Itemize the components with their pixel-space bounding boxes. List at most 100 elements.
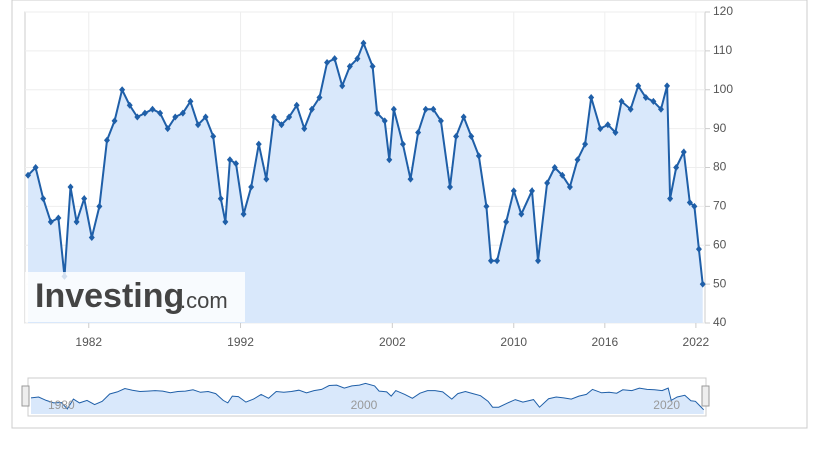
point-marker <box>503 218 510 226</box>
point-marker <box>650 97 657 105</box>
point-marker <box>415 129 422 137</box>
navigator-handle[interactable] <box>701 385 710 407</box>
point-marker <box>369 62 376 70</box>
point-marker <box>301 125 308 133</box>
point-marker <box>618 97 625 105</box>
point-marker <box>179 109 186 117</box>
y-tick-label: 120 <box>713 4 733 18</box>
point-marker <box>141 109 148 117</box>
point-marker <box>40 195 47 203</box>
point-marker <box>664 82 671 90</box>
point-marker <box>627 105 634 113</box>
point-marker <box>460 113 467 121</box>
y-tick-label: 70 <box>713 199 727 213</box>
point-marker <box>566 183 573 191</box>
point-marker <box>597 125 604 133</box>
point-marker <box>202 113 209 121</box>
point-marker <box>55 214 62 222</box>
point-marker <box>430 105 437 113</box>
point-marker <box>453 132 460 140</box>
watermark-box <box>25 272 245 322</box>
point-marker <box>390 105 397 113</box>
point-marker <box>217 195 224 203</box>
point-marker <box>528 187 535 195</box>
point-marker <box>354 55 361 63</box>
point-marker <box>25 171 32 179</box>
point-marker <box>210 132 217 140</box>
y-tick-label: 40 <box>713 315 727 329</box>
point-marker <box>422 105 429 113</box>
point-marker <box>468 132 475 140</box>
point-marker <box>195 121 202 129</box>
point-marker <box>588 94 595 102</box>
point-marker <box>316 94 323 102</box>
point-marker <box>293 101 300 109</box>
point-marker <box>437 117 444 125</box>
point-marker <box>67 183 74 191</box>
point-marker <box>574 156 581 164</box>
point-marker <box>544 179 551 187</box>
point-marker <box>255 140 262 148</box>
navigator-line <box>30 382 705 411</box>
navigator-area: 1980 2000 2020 <box>30 382 705 414</box>
y-tick-label: 100 <box>713 82 733 96</box>
point-marker <box>172 113 179 121</box>
plot-area: 40 50 60 70 80 90 100 110 120 1982 1992 2002 2010 201… <box>25 4 733 349</box>
point-marker <box>263 175 270 183</box>
point-marker <box>518 210 525 218</box>
point-marker <box>111 117 118 125</box>
point-marker <box>134 113 141 121</box>
point-marker <box>149 105 156 113</box>
point-marker <box>81 195 88 203</box>
point-marker <box>157 109 164 117</box>
point-marker <box>270 113 277 121</box>
area <box>28 43 703 323</box>
y-tick-label: 80 <box>713 160 727 174</box>
point-marker <box>232 160 239 168</box>
point-marker <box>88 233 95 241</box>
point-marker <box>346 62 353 70</box>
navigator-handle[interactable] <box>21 385 30 407</box>
point-marker <box>673 164 680 171</box>
point-marker <box>582 140 589 148</box>
x-tick-label: 2010 <box>500 335 527 349</box>
point-marker <box>339 82 346 90</box>
point-marker <box>510 187 517 195</box>
point-marker <box>47 218 54 226</box>
point-marker <box>96 202 103 210</box>
point-marker <box>559 171 566 179</box>
point-marker <box>374 109 381 117</box>
point-marker <box>360 39 367 47</box>
y-tick-label: 110 <box>713 43 732 57</box>
point-marker <box>73 218 80 226</box>
point-marker <box>604 121 611 129</box>
point-marker <box>494 257 501 265</box>
point-marker <box>447 183 453 191</box>
navigator-tick-label: 2000 <box>351 398 378 412</box>
point-marker <box>407 175 414 183</box>
y-tick-label: 50 <box>713 276 727 290</box>
point-marker <box>103 136 110 144</box>
point-marker <box>535 257 542 265</box>
x-tick-label: 2002 <box>379 335 406 349</box>
point-marker <box>483 202 490 210</box>
point-marker <box>308 105 315 113</box>
point-marker <box>386 156 393 164</box>
y-tick-label: 90 <box>713 121 727 135</box>
point-marker <box>695 245 702 253</box>
point-marker <box>331 55 338 63</box>
x-tick-label: 2022 <box>683 335 710 349</box>
navigator-area <box>31 383 704 414</box>
x-tick-label: 1982 <box>75 335 102 349</box>
point-marker <box>399 140 406 148</box>
x-tick-label: 1992 <box>227 335 254 349</box>
point-marker <box>248 183 255 191</box>
point-marker <box>381 117 388 125</box>
point-marker <box>119 86 126 94</box>
point-marker <box>286 113 293 121</box>
point-marker <box>699 280 706 288</box>
point-marker <box>686 198 693 206</box>
point-marker <box>226 156 233 164</box>
